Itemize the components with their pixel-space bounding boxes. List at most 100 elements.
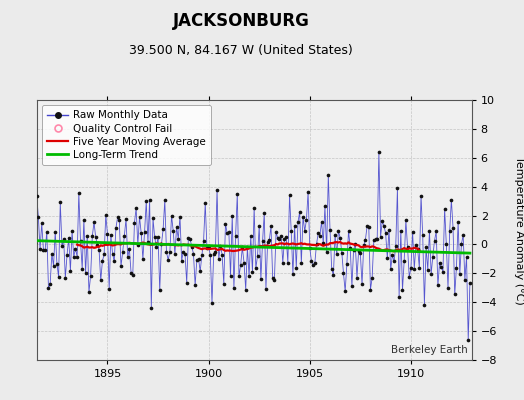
Point	[38, 220, 46, 226]
Point	[287, 228, 296, 234]
Point	[102, 212, 110, 218]
Point	[451, 291, 459, 298]
Point	[250, 204, 258, 211]
Point	[240, 260, 248, 266]
Point	[95, 246, 103, 253]
Point	[166, 249, 174, 255]
Point	[445, 228, 454, 234]
Point	[213, 186, 221, 193]
Point	[107, 232, 115, 238]
Point	[447, 196, 455, 203]
Point	[154, 234, 162, 240]
Legend: Raw Monthly Data, Quality Control Fail, Five Year Moving Average, Long-Term Tren: Raw Monthly Data, Quality Control Fail, …	[42, 105, 211, 165]
Point	[59, 236, 68, 242]
Point	[336, 234, 344, 241]
Point	[172, 224, 181, 230]
Point	[232, 233, 240, 239]
Point	[181, 251, 189, 257]
Point	[415, 265, 423, 271]
Point	[108, 250, 117, 257]
Point	[45, 285, 53, 292]
Point	[262, 286, 270, 292]
Point	[442, 241, 451, 248]
Point	[380, 222, 388, 229]
Point	[461, 276, 469, 283]
Point	[378, 218, 386, 225]
Point	[216, 243, 225, 249]
Point	[356, 250, 365, 256]
Point	[221, 220, 230, 227]
Point	[410, 266, 419, 272]
Point	[61, 275, 70, 281]
Point	[391, 243, 400, 250]
Point	[297, 260, 305, 266]
Point	[23, 220, 31, 227]
Point	[122, 216, 130, 222]
Point	[147, 305, 156, 312]
Point	[48, 251, 56, 257]
Point	[423, 267, 432, 273]
Point	[243, 244, 252, 250]
Point	[286, 192, 294, 198]
Point	[248, 269, 257, 275]
Point	[196, 268, 204, 274]
Point	[214, 256, 223, 262]
Point	[274, 235, 282, 241]
Point	[267, 223, 275, 229]
Point	[208, 300, 216, 306]
Point	[178, 257, 186, 264]
Point	[186, 236, 194, 242]
Point	[402, 217, 410, 224]
Point	[169, 228, 178, 234]
Point	[93, 242, 102, 248]
Point	[210, 251, 218, 258]
Point	[344, 228, 353, 234]
Point	[322, 248, 331, 255]
Point	[73, 254, 81, 260]
Point	[167, 212, 176, 219]
Point	[372, 236, 380, 242]
Point	[412, 241, 420, 248]
Point	[289, 271, 297, 278]
Point	[400, 258, 408, 264]
Point	[376, 233, 385, 240]
Point	[429, 253, 437, 260]
Point	[160, 197, 169, 204]
Point	[113, 214, 122, 220]
Point	[140, 229, 149, 236]
Point	[70, 254, 78, 260]
Point	[225, 229, 233, 235]
Point	[144, 239, 152, 245]
Text: Berkeley Earth: Berkeley Earth	[390, 345, 467, 355]
Point	[282, 234, 290, 240]
Point	[253, 253, 261, 259]
Point	[407, 265, 415, 271]
Point	[245, 273, 253, 280]
Point	[179, 248, 188, 255]
Point	[191, 282, 199, 288]
Point	[296, 209, 304, 215]
Point	[331, 232, 339, 238]
Point	[74, 190, 83, 196]
Point	[270, 277, 279, 284]
Point	[337, 249, 346, 256]
Point	[105, 286, 113, 292]
Point	[369, 236, 378, 243]
Point	[449, 225, 457, 231]
Point	[228, 212, 236, 219]
Point	[199, 238, 208, 244]
Point	[56, 199, 64, 206]
Point	[265, 237, 274, 243]
Point	[189, 250, 198, 257]
Point	[152, 244, 160, 250]
Point	[350, 246, 358, 253]
Point	[301, 228, 309, 234]
Point	[328, 266, 336, 272]
Point	[46, 280, 54, 287]
Point	[403, 244, 412, 250]
Point	[201, 200, 210, 206]
Point	[398, 287, 407, 294]
Point	[315, 232, 324, 239]
Point	[319, 240, 328, 246]
Point	[206, 252, 214, 258]
